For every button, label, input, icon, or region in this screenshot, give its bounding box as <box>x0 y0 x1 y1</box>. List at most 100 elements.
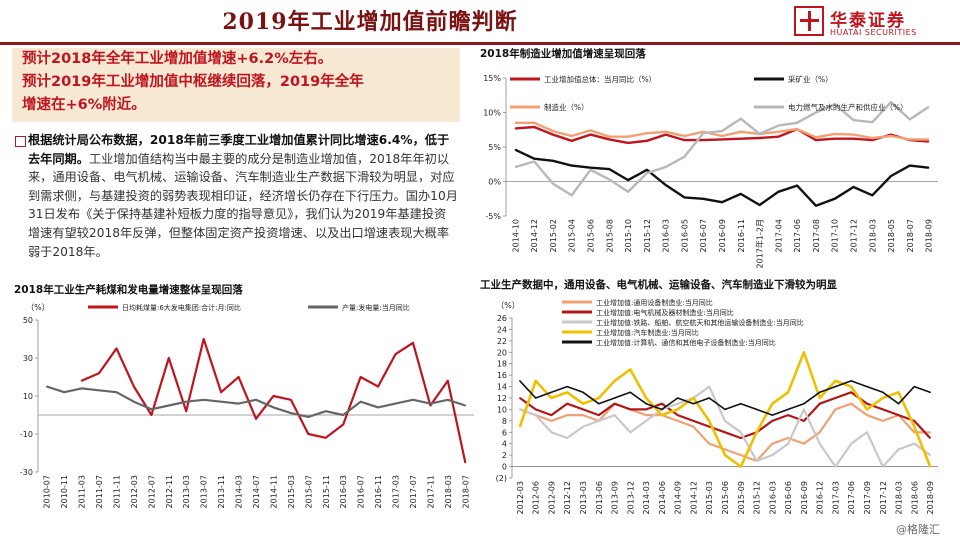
data-point <box>708 385 710 388</box>
body-rest-text: 工业增加值结构当中最主要的成分是制造业增加值，2018年年初以来，通用设备、电气… <box>28 151 458 259</box>
data-point <box>882 408 884 411</box>
chart3-title: 工业生产数据中，通用设备、电气机械、运输设备、汽车制造业下滑较为明显 <box>480 279 837 291</box>
data-point <box>852 133 855 136</box>
data-point <box>566 437 568 439</box>
data-point <box>645 420 647 422</box>
y-tick-label: 24 <box>497 325 507 334</box>
data-point <box>708 442 710 445</box>
data-point <box>608 168 611 170</box>
data-point <box>913 425 916 428</box>
y-tick-label: 15% <box>483 74 501 83</box>
data-point <box>850 385 852 388</box>
y-tick-label: 0% <box>488 178 501 187</box>
data-point <box>514 166 517 168</box>
data-point <box>589 133 592 136</box>
data-point <box>661 402 663 405</box>
x-tick-label: 2016-03 <box>339 475 348 508</box>
data-point <box>566 402 568 405</box>
data-point <box>740 131 742 133</box>
data-point <box>815 139 817 141</box>
x-tick-label: 2012-09 <box>547 481 556 514</box>
data-point <box>582 414 584 416</box>
data-point <box>646 140 648 142</box>
data-point <box>359 400 362 403</box>
data-point <box>803 442 805 445</box>
x-tick-label: 2012-03 <box>130 475 139 508</box>
x-tick-label: 2011-07 <box>95 475 104 508</box>
x-tick-label: 2016-09 <box>718 219 727 252</box>
y-tick-label: -10 <box>20 430 33 439</box>
data-point <box>168 404 170 407</box>
data-point <box>850 442 852 445</box>
x-tick-label: 2014-09 <box>674 481 683 514</box>
summary-line-1: 预计2018年全年工业增加值增速+6.2%左右。 <box>22 51 333 67</box>
data-point <box>664 184 667 186</box>
y-tick-label: 8 <box>502 417 507 426</box>
data-point <box>359 376 362 378</box>
data-point <box>566 385 568 388</box>
x-tick-label: 2017-08 <box>812 219 821 252</box>
data-point <box>692 402 695 405</box>
data-point <box>533 126 535 128</box>
x-tick-label: 2015-08 <box>605 219 614 252</box>
y-tick-label: 14 <box>497 383 507 392</box>
data-point <box>429 404 432 407</box>
y-tick-label: 50 <box>23 316 33 325</box>
data-point <box>533 122 535 124</box>
legend-label: 工业增加值:汽车制造业:当月同比 <box>596 328 699 337</box>
data-point <box>550 420 553 422</box>
x-tick-label: 2011-11 <box>112 475 121 508</box>
data-point <box>519 425 521 428</box>
data-point <box>758 137 761 139</box>
x-tick-label: 2014-06 <box>658 481 667 514</box>
data-point <box>325 410 327 412</box>
data-point <box>913 385 916 388</box>
data-point <box>627 135 629 138</box>
data-point <box>708 397 710 399</box>
data-point <box>598 414 600 416</box>
data-point <box>550 414 553 416</box>
data-point <box>63 391 65 393</box>
data-point <box>661 414 663 416</box>
data-point <box>325 437 327 439</box>
x-tick-label: 2014-12 <box>689 481 698 514</box>
header: 2019年工业增加值前瞻判断 华泰证券 HUATAI SECURITIES <box>0 0 960 44</box>
x-tick-label: 2010-07 <box>43 475 52 508</box>
data-point <box>929 431 931 434</box>
data-point <box>897 391 900 394</box>
data-point <box>645 408 647 411</box>
data-point <box>755 431 758 434</box>
data-point <box>598 402 600 405</box>
data-point <box>550 397 553 399</box>
data-point <box>929 465 931 468</box>
data-point <box>202 399 205 401</box>
data-point <box>818 402 821 405</box>
data-point <box>702 132 704 134</box>
data-point <box>740 465 742 468</box>
data-point <box>692 420 695 422</box>
data-point <box>582 425 584 428</box>
data-point <box>927 166 930 169</box>
data-point <box>613 397 616 399</box>
data-point <box>927 138 930 141</box>
data-point <box>834 408 837 411</box>
data-point <box>629 391 632 394</box>
data-point <box>519 397 521 399</box>
data-point <box>582 391 584 394</box>
data-point <box>80 380 83 382</box>
data-point <box>589 166 592 169</box>
legend-label: 产量:发电量:当月同比 <box>342 303 410 312</box>
page-title: 2019年工业增加值前瞻判断 <box>222 9 518 35</box>
data-point <box>724 431 726 434</box>
data-point <box>890 175 892 177</box>
data-point <box>534 397 537 399</box>
data-point <box>627 191 629 193</box>
data-point <box>608 135 611 138</box>
data-point <box>550 431 553 434</box>
data-point <box>796 122 798 124</box>
summary-box: 预计2018年全年工业增加值增速+6.2%左右。 预计2019年工业增加值中枢继… <box>12 48 460 122</box>
data-point <box>721 130 723 132</box>
x-tick-label: 2016-03 <box>768 481 777 514</box>
data-point <box>664 131 667 133</box>
data-point <box>533 157 535 160</box>
